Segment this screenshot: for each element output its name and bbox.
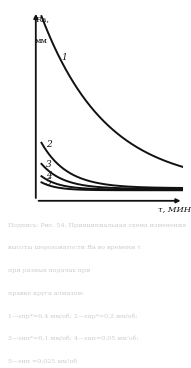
Text: 1—sпр*=0,4 мм/об; 2—sпр*=0,2 мм/об;: 1—sпр*=0,4 мм/об; 2—sпр*=0,2 мм/об; xyxy=(8,314,137,319)
Text: 3—sнп*=0,1 мм/об; 4—sнп=0,05 мм’об;: 3—sнп*=0,1 мм/об; 4—sнп=0,05 мм’об; xyxy=(8,336,138,341)
Text: 2: 2 xyxy=(46,140,52,149)
Text: 4: 4 xyxy=(46,171,52,180)
Text: Ra,: Ra, xyxy=(35,15,49,23)
Text: при разных подачах при: при разных подачах при xyxy=(8,268,90,273)
Text: 3: 3 xyxy=(46,159,52,169)
Text: 5: 5 xyxy=(46,178,52,187)
Text: высоты шероховатости Яа во времени τ: высоты шероховатости Яа во времени τ xyxy=(8,245,141,250)
Text: 1: 1 xyxy=(61,53,67,62)
Text: 5—sнп =0,025 мм!об: 5—sнп =0,025 мм!об xyxy=(8,359,77,364)
Text: правке круга алмазом:: правке круга алмазом: xyxy=(8,291,84,296)
Text: Подпись: Рис. 54. Принципиальная схема изменения: Подпись: Рис. 54. Принципиальная схема и… xyxy=(8,223,186,228)
Text: τ, МИН: τ, МИН xyxy=(158,205,191,213)
Text: мм: мм xyxy=(35,37,48,45)
